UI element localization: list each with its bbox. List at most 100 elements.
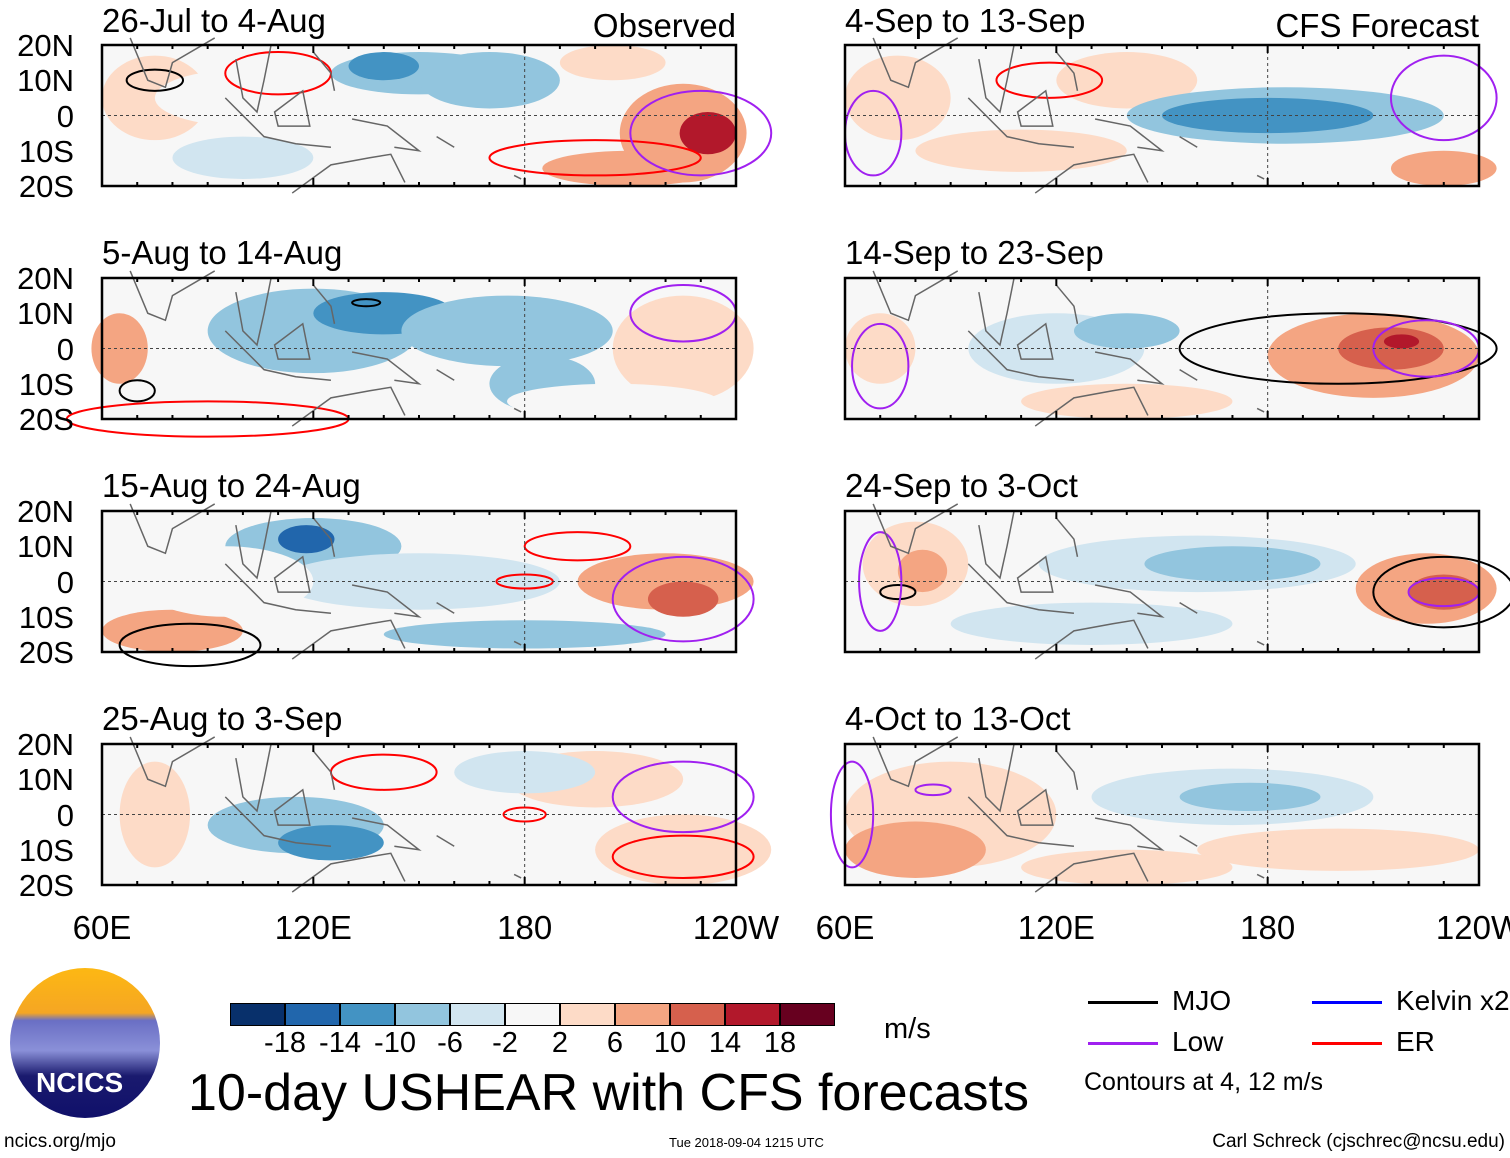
shear-anomaly-region: [348, 52, 419, 81]
coastline: [129, 37, 522, 194]
colorbar-tick-label: 14: [708, 1027, 742, 1059]
shear-anomaly-region: [507, 383, 719, 419]
shear-anomaly-region: [897, 549, 948, 593]
map-panel: [100, 37, 773, 194]
map-panel: [829, 736, 1481, 893]
shear-anomaly-region: [454, 751, 596, 794]
panel-title: 15-Aug to 24-Aug: [102, 467, 361, 504]
wave-contour: [1178, 312, 1498, 385]
shear-anomaly-region: [1390, 150, 1497, 186]
lat-tick-label: 20S: [18, 635, 74, 670]
legend-line-low: [1088, 1042, 1158, 1045]
lon-tick-label: 120E: [274, 909, 352, 946]
lat-tick-label: 10S: [18, 832, 74, 868]
map-panel: [100, 736, 772, 893]
panel-frame: [843, 509, 1481, 654]
shear-anomaly-region: [419, 52, 560, 109]
lon-tick-label: 120W: [1435, 909, 1510, 946]
lon-tick-label: 60E: [72, 909, 132, 946]
shear-anomaly-region: [1179, 782, 1321, 811]
shear-anomaly-region: [172, 136, 314, 179]
ncics-logo: [10, 968, 160, 1118]
shear-anomaly-region: [612, 295, 754, 402]
coastline: [872, 270, 1265, 427]
legend-label: Kelvin x2: [1396, 985, 1510, 1016]
colorbar-tick-label: -14: [319, 1027, 361, 1059]
shear-anomaly-region: [401, 295, 613, 367]
lat-tick-label: 10N: [17, 296, 74, 332]
colorbar-swatch: [395, 1003, 450, 1026]
wave-contour: [914, 783, 952, 797]
lat-tick-label: 20S: [18, 402, 74, 437]
panel-frame: [843, 742, 1481, 887]
shear-anomaly-region: [542, 150, 719, 186]
lat-tick-label: 20S: [18, 868, 74, 903]
shear-anomaly-region: [559, 45, 666, 81]
lat-tick-label: 20N: [17, 261, 74, 296]
map-panel: [100, 503, 755, 668]
wave-contour: [995, 61, 1104, 99]
colorbar-swatch: [450, 1003, 505, 1026]
colorbar-swatch: [725, 1003, 780, 1026]
coastline: [129, 503, 522, 660]
coastline: [872, 736, 1265, 893]
shear-anomaly-region: [1056, 52, 1198, 109]
lon-tick-label: 120W: [692, 909, 780, 946]
wave-contour: [1389, 54, 1498, 142]
shear-anomaly-region: [102, 609, 243, 652]
colorbar-tick-label: -6: [437, 1027, 463, 1059]
panel-title: 25-Aug to 3-Sep: [102, 700, 343, 737]
colorbar-tick-label: 10: [653, 1027, 687, 1059]
lat-tick-label: 10S: [18, 133, 74, 169]
map-panel: [65, 270, 754, 438]
logo-text: NCICS: [36, 1067, 124, 1098]
panel-title: 4-Sep to 13-Sep: [845, 2, 1086, 39]
panel-title: 4-Oct to 13-Oct: [845, 700, 1071, 737]
shear-anomaly-region: [845, 821, 986, 878]
lat-tick-label: 0: [56, 564, 74, 600]
legend-line-mjo: [1088, 1001, 1158, 1004]
colorbar-swatch: [285, 1003, 340, 1026]
wave-contour: [879, 584, 917, 601]
coastline: [872, 37, 1265, 194]
shear-anomaly-region: [1144, 546, 1321, 582]
shear-anomaly-region: [278, 553, 560, 610]
contour-note: Contours at 4, 12 m/s: [1084, 1068, 1324, 1096]
colorbar-swatch: [780, 1003, 835, 1026]
wave-contour: [851, 322, 910, 410]
shear-anomaly-region: [278, 825, 384, 861]
wave-contour: [611, 760, 755, 834]
shear-anomaly-region: [1197, 828, 1479, 871]
wave-contour: [351, 298, 382, 308]
shear-anomaly-region: [1021, 849, 1233, 885]
shear-anomaly-region: [1073, 313, 1180, 349]
wave-contour: [125, 68, 185, 92]
wave-contour: [523, 531, 632, 562]
lat-tick-label: 10S: [18, 599, 74, 635]
wave-contour: [611, 834, 755, 879]
coastline: [129, 736, 522, 893]
shear-anomaly-region: [845, 313, 916, 384]
lat-tick-label: 0: [56, 98, 74, 134]
lat-tick-label: 10N: [17, 529, 74, 565]
panel-frame: [100, 276, 738, 421]
wave-contour: [488, 139, 702, 177]
lat-tick-label: 10N: [17, 63, 74, 99]
wave-contour: [118, 379, 156, 403]
colorbar-tick-label: 6: [606, 1027, 624, 1059]
coastline: [872, 503, 1265, 660]
colorbar-swatch: [505, 1003, 560, 1026]
panel-title: 14-Sep to 23-Sep: [845, 234, 1104, 271]
lon-tick-label: 60E: [815, 909, 875, 946]
wave-contour: [1372, 555, 1510, 629]
column-label: CFS Forecast: [1275, 7, 1479, 44]
site-url: ncics.org/mjo: [4, 1131, 116, 1152]
wave-contour: [118, 622, 262, 668]
shear-anomaly-region: [950, 602, 1233, 645]
figure-title: 10-day USHEAR with CFS forecasts: [188, 1064, 1029, 1122]
column-label: Observed: [592, 7, 736, 44]
colorbar-units: m/s: [884, 1013, 931, 1045]
panel-frame: [843, 276, 1481, 421]
wave-contour: [502, 806, 547, 823]
